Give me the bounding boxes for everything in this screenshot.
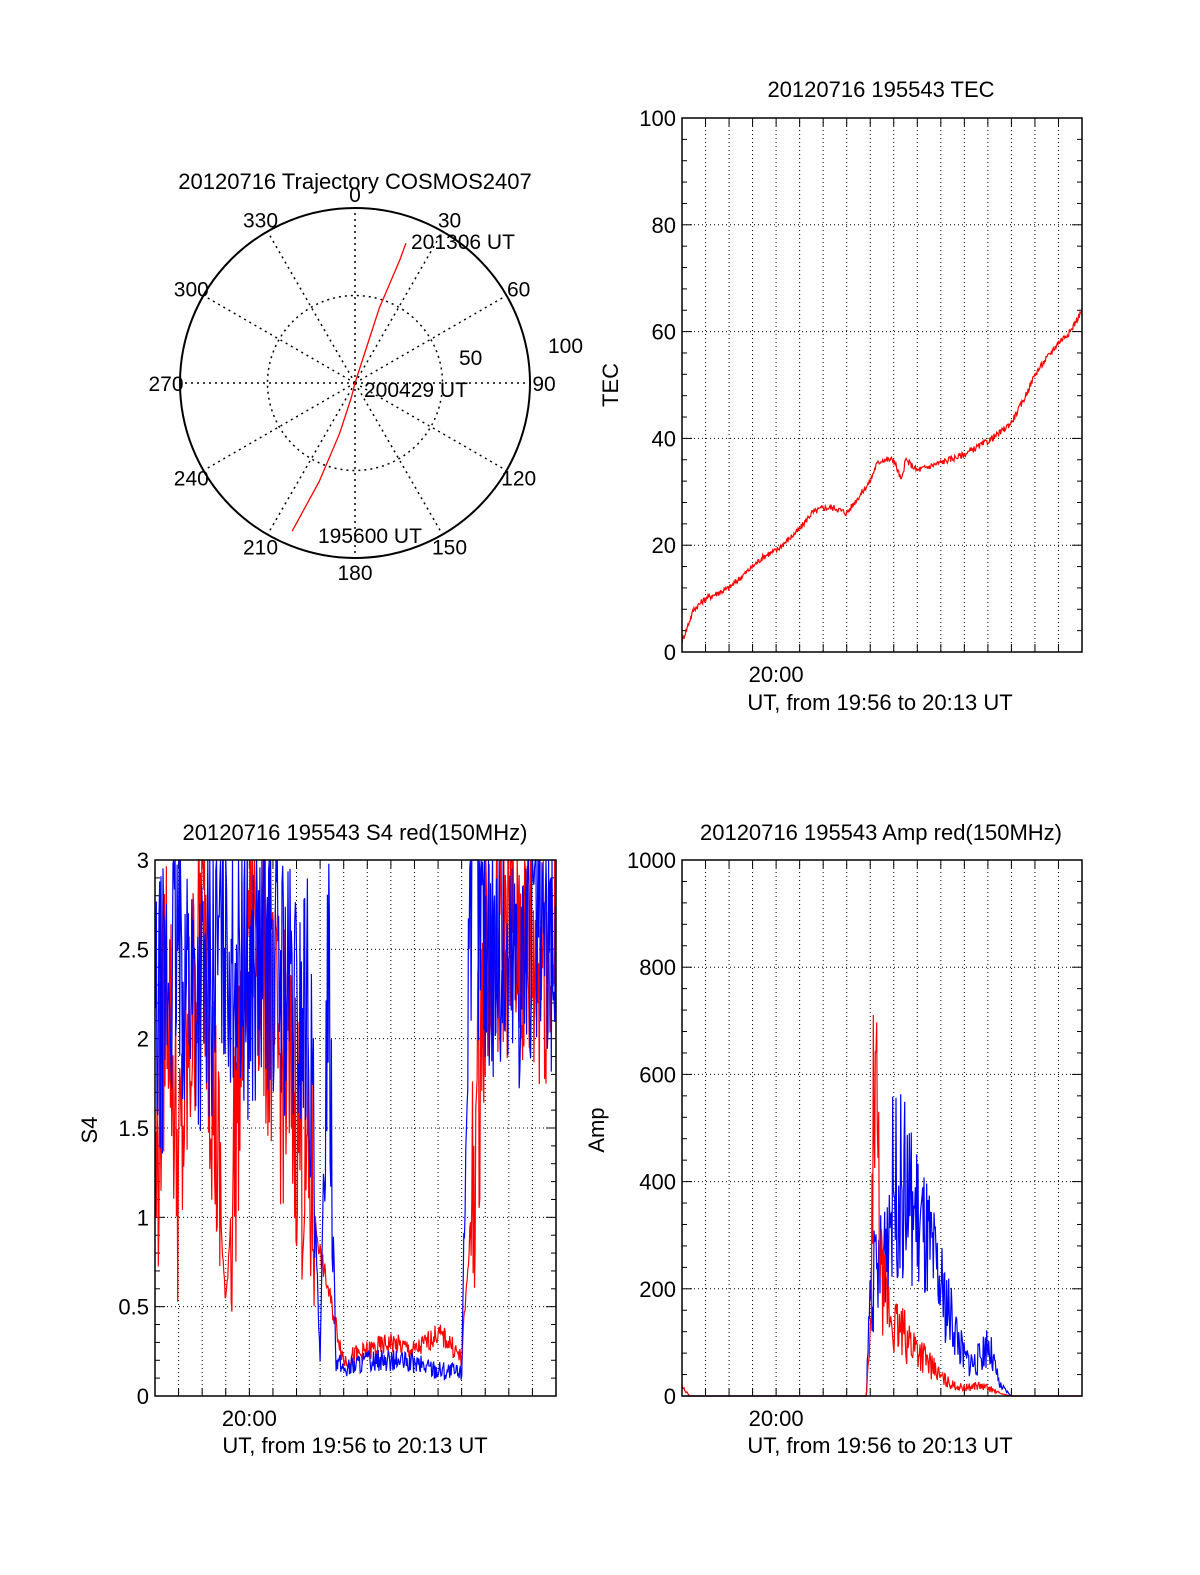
s4-xlabel: UT, from 19:56 to 20:13 UT	[222, 1433, 487, 1458]
polar-azimuth-label-90: 90	[532, 373, 555, 396]
s4-series-line	[154, 859, 557, 1369]
tec-title: 20120716 195543 TEC	[767, 77, 994, 102]
polar-spoke-150	[354, 382, 444, 535]
polar-annotation-start: 195600 UT	[318, 525, 422, 548]
amp-title: 20120716 195543 Amp red(150MHz)	[700, 820, 1062, 845]
s4-ytick-label: 1	[137, 1205, 149, 1230]
polar-azimuth-label-300: 300	[174, 279, 209, 302]
tec-xlabel: UT, from 19:56 to 20:13 UT	[747, 690, 1012, 715]
polar-annotation-end: 201306 UT	[411, 231, 515, 254]
polar-ring-label-50: 50	[459, 347, 482, 370]
polar-azimuth-label-120: 120	[501, 468, 536, 491]
amp-ylabel: Amp	[584, 1107, 609, 1152]
tec-ytick-label: 0	[664, 640, 676, 665]
polar-spoke-60	[354, 294, 507, 384]
polar-azimuth-label-30: 30	[438, 209, 461, 232]
polar-azimuth-label-180: 180	[337, 562, 372, 585]
polar-spoke-210	[266, 382, 356, 535]
polar-azimuth-label-60: 60	[507, 279, 530, 302]
tec-ytick-label: 60	[652, 320, 676, 345]
tec-ytick-label: 40	[652, 426, 676, 451]
polar-azimuth-labels: 0 30 60 90 120 150 180 210 240 270 300 330	[148, 184, 555, 585]
polar-spoke-330	[266, 231, 356, 384]
tec-frame	[681, 117, 1083, 653]
polar-annotation-mid: 200429 UT	[364, 379, 468, 402]
amp-ytick-label: 200	[639, 1277, 676, 1302]
s4-title: 20120716 195543 S4 red(150MHz)	[183, 820, 528, 845]
amp-ytick-label: 0	[664, 1384, 676, 1409]
amp-xtick-label: 20:00	[749, 1406, 804, 1431]
tec-axes: 0 20 40 60 80 100 20:00	[639, 106, 1083, 687]
polar-title: 20120716 Trajectory COSMOS2407	[178, 169, 531, 194]
tec-xtick-label: 20:00	[749, 662, 804, 687]
amp-plot: 20120716 195543 Amp red(150MHz) Amp UT, …	[584, 820, 1083, 1458]
polar-grid	[179, 207, 531, 559]
polar-azimuth-label-330: 330	[243, 209, 278, 232]
polar-trajectory-plot: 20120716 Trajectory COSMOS2407 0 30 60 90 12…	[148, 169, 583, 585]
s4-series-line	[154, 859, 557, 1381]
tec-series-line	[681, 308, 1083, 644]
polar-ring-50	[266, 294, 444, 472]
s4-ytick-label: 0.5	[118, 1295, 149, 1320]
s4-ytick-label: 2	[137, 1027, 149, 1052]
amp-ytick-label: 1000	[627, 848, 676, 873]
polar-azimuth-label-210: 210	[243, 537, 278, 560]
s4-ylabel: S4	[77, 1117, 102, 1144]
tec-ytick-label: 20	[652, 533, 676, 558]
amp-ytick-label: 600	[639, 1062, 676, 1087]
polar-azimuth-label-0: 0	[349, 184, 361, 207]
s4-ytick-label: 1.5	[118, 1116, 149, 1141]
amp-ytick-label: 800	[639, 955, 676, 980]
polar-series	[291, 242, 407, 532]
tec-ylabel: TEC	[598, 363, 623, 407]
tec-ytick-label: 80	[652, 213, 676, 238]
s4-ytick-label: 3	[137, 848, 149, 873]
s4-axes: 0 0.5 1 1.5 2 2.5 3 20:00	[118, 848, 557, 1431]
s4-ytick-label: 2.5	[118, 937, 149, 962]
amp-ytick-label: 400	[639, 1170, 676, 1195]
tec-plot: 20120716 195543 TEC TEC UT, from 19:56 t…	[598, 77, 1083, 715]
polar-trajectory-line	[291, 242, 407, 532]
polar-azimuth-label-270: 270	[148, 373, 183, 396]
polar-spoke-120	[354, 382, 507, 472]
polar-azimuth-label-150: 150	[432, 537, 467, 560]
polar-spoke-300	[203, 294, 356, 384]
s4-xtick-label: 20:00	[222, 1406, 277, 1431]
polar-spoke-30	[354, 231, 444, 384]
polar-azimuth-label-240: 240	[174, 468, 209, 491]
amp-axes: 0 200 400 600 800 1000 20:00	[627, 848, 1083, 1431]
s4-plot: 20120716 195543 S4 red(150MHz) S4 UT, fr…	[77, 820, 557, 1458]
tec-ytick-label: 100	[639, 106, 676, 131]
amp-frame	[681, 859, 1083, 1397]
polar-ring-label-100: 100	[548, 335, 583, 358]
amp-xlabel: UT, from 19:56 to 20:13 UT	[747, 1433, 1012, 1458]
amp-series-line	[681, 1014, 1082, 1397]
s4-frame	[154, 859, 557, 1397]
s4-ytick-label: 0	[137, 1384, 149, 1409]
polar-spoke-240	[203, 382, 356, 472]
